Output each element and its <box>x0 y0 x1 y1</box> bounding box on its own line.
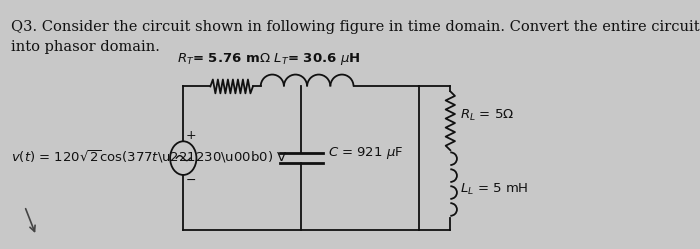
Text: $C$ = 921 $\mu$F: $C$ = 921 $\mu$F <box>328 145 404 161</box>
Text: into phasor domain.: into phasor domain. <box>10 40 160 54</box>
Text: $L_L$ = 5 mH: $L_L$ = 5 mH <box>460 182 528 196</box>
Text: $R_L$ = 5$\Omega$: $R_L$ = 5$\Omega$ <box>460 108 514 124</box>
Text: −: − <box>186 174 196 187</box>
Text: $R_T$= 5.76 m$\Omega$ $L_T$= 30.6 $\mu$H: $R_T$= 5.76 m$\Omega$ $L_T$= 30.6 $\mu$H <box>176 51 360 67</box>
Text: $v(t)$ = 120$\sqrt{2}$cos(377$t$\u221230\u00b0) V: $v(t)$ = 120$\sqrt{2}$cos(377$t$\u221230… <box>10 148 287 165</box>
Text: Q3. Consider the circuit shown in following figure in time domain. Convert the e: Q3. Consider the circuit shown in follow… <box>10 20 699 34</box>
Text: +: + <box>186 129 196 142</box>
